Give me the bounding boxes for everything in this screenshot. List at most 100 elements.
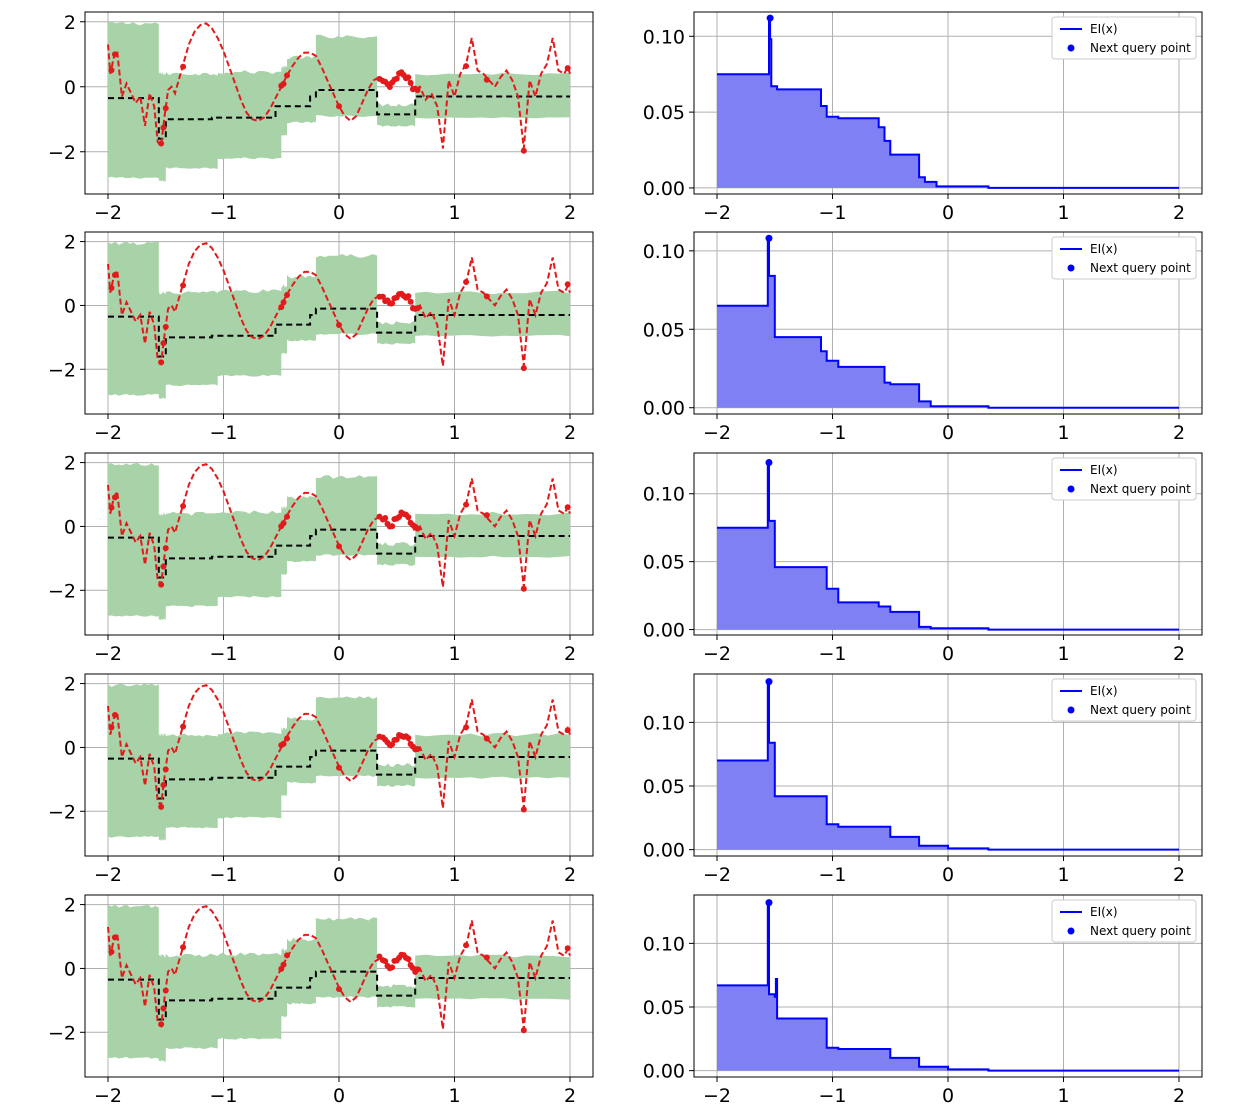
gp-posterior-panel: −2 −1 0 1 2 −2 0 2 <box>48 231 594 444</box>
sample-point <box>108 284 115 291</box>
legend-label-ei: EI(x) <box>1090 463 1118 477</box>
sample-point <box>405 293 412 300</box>
gp-posterior-panel: −2 −1 0 1 2 −2 0 2 <box>48 894 594 1107</box>
x-tick-label: 0 <box>333 864 345 886</box>
sample-point <box>389 741 396 748</box>
sample-point <box>520 147 527 154</box>
y-tick-label: −2 <box>48 801 76 823</box>
confidence-band <box>108 241 570 399</box>
next-query-point-marker <box>765 459 773 467</box>
x-tick-label: 0 <box>942 864 954 886</box>
ei-line <box>717 461 1179 631</box>
legend-label-next-query: Next query point <box>1090 261 1191 275</box>
sample-point <box>463 724 470 731</box>
axes-frame <box>84 231 594 415</box>
confidence-band <box>108 21 570 182</box>
y-tick-label: 0 <box>64 516 76 538</box>
x-tick-label: −2 <box>94 643 122 665</box>
x-tick-label: 1 <box>1057 202 1069 224</box>
x-tick-label: 0 <box>942 1085 954 1107</box>
gp-posterior-panel: −2 −1 0 1 2 −2 0 2 <box>48 11 594 224</box>
x-tick-label: 2 <box>1173 422 1185 444</box>
y-tick-label: 2 <box>64 453 76 475</box>
sample-point <box>382 958 389 965</box>
sample-point <box>393 736 400 743</box>
y-tick-label: 0 <box>64 958 76 980</box>
objective-line <box>107 463 571 588</box>
sample-point <box>407 298 414 305</box>
gp-posterior-panel: −2 −1 0 1 2 −2 0 2 <box>48 452 594 665</box>
sample-point <box>158 1021 165 1028</box>
x-tick-label: 0 <box>333 422 345 444</box>
sample-point <box>158 581 165 588</box>
axes-frame <box>84 11 594 195</box>
sample-point <box>108 724 115 731</box>
sample-point <box>520 365 527 372</box>
sample-point <box>336 764 342 771</box>
y-tick-label: 0.10 <box>643 484 685 506</box>
x-tick-label: 0 <box>333 202 345 224</box>
sample-point <box>405 955 412 962</box>
y-tick-label: 0 <box>64 737 76 759</box>
x-tick-label: −2 <box>703 422 731 444</box>
x-tick-label: −1 <box>209 422 237 444</box>
sample-point <box>386 84 393 91</box>
sample-point <box>405 735 412 742</box>
y-tick-label: 0.05 <box>643 776 685 798</box>
x-tick-label: −1 <box>209 864 237 886</box>
x-tick-label: 0 <box>942 643 954 665</box>
y-tick-label: 0.00 <box>643 398 685 420</box>
sample-point <box>280 740 287 747</box>
y-tick-label: −2 <box>48 142 76 164</box>
sample-point <box>162 766 169 773</box>
sample-point <box>160 782 167 789</box>
sample-point <box>336 543 342 550</box>
x-tick-label: 1 <box>448 1085 460 1107</box>
legend-label-ei: EI(x) <box>1090 242 1118 256</box>
axes-frame <box>693 673 1203 857</box>
sample-point <box>520 585 527 592</box>
sample-point <box>396 513 403 520</box>
x-tick-label: 2 <box>1173 1085 1185 1107</box>
y-tick-label: 0 <box>64 295 76 317</box>
sample-point <box>111 272 118 279</box>
sample-point <box>108 67 115 74</box>
sample-point <box>564 945 571 952</box>
sample-point <box>280 961 287 968</box>
sample-point <box>414 305 421 312</box>
legend-box <box>1051 457 1197 501</box>
axes-frame <box>693 452 1203 636</box>
sample-point <box>414 525 421 532</box>
axes-frame <box>84 894 594 1078</box>
legend-label-ei: EI(x) <box>1090 684 1118 698</box>
x-tick-label: 1 <box>448 643 460 665</box>
legend-box <box>1051 678 1197 722</box>
confidence-band <box>108 462 570 620</box>
sample-point <box>389 523 396 530</box>
sample-point <box>520 1027 527 1034</box>
y-tick-label: 0.00 <box>643 178 685 200</box>
sample-point <box>160 1005 167 1012</box>
sample-point <box>108 948 115 955</box>
sample-point <box>278 304 285 311</box>
legend-label-next-query: Next query point <box>1090 924 1191 938</box>
legend-label-next-query: Next query point <box>1090 41 1191 55</box>
ei-line <box>717 680 1179 851</box>
sample-point <box>564 281 571 288</box>
x-tick-label: 2 <box>1173 643 1185 665</box>
y-tick-label: 0.00 <box>643 1061 685 1083</box>
legend-label-ei: EI(x) <box>1090 22 1118 36</box>
sample-point <box>111 712 118 719</box>
x-tick-label: −2 <box>94 422 122 444</box>
sample-point <box>180 282 187 289</box>
expected-improvement-panel: EI(x) Next query point −2 −1 0 1 2 0.00 0.05 0.10 <box>643 894 1203 1107</box>
y-tick-label: −2 <box>48 359 76 381</box>
sample-point <box>389 964 396 971</box>
x-tick-label: 2 <box>1173 202 1185 224</box>
sample-point <box>162 105 169 112</box>
y-tick-label: 2 <box>64 12 76 34</box>
next-query-point-marker <box>766 14 774 22</box>
legend-dot-swatch <box>1067 485 1075 493</box>
sample-point <box>111 934 118 941</box>
ei-area <box>717 681 1179 850</box>
